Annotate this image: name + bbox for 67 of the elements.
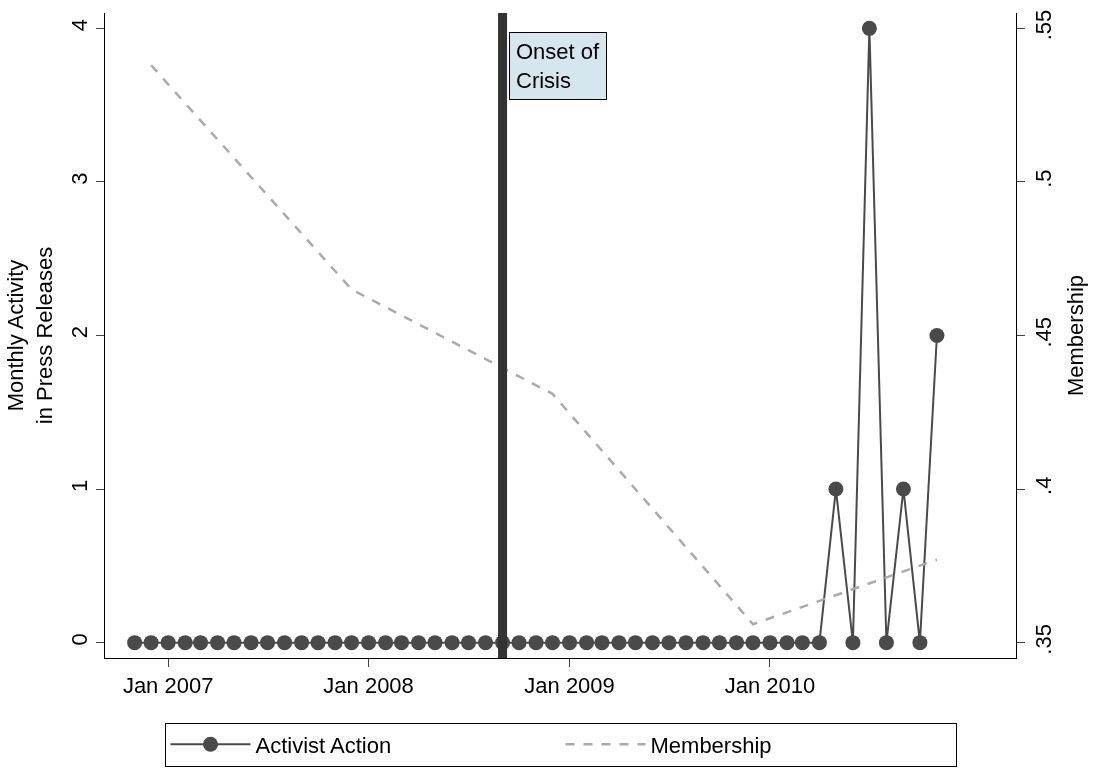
point: [478, 635, 494, 651]
y-axis-title: Monthly Activity in Press Releases: [3, 246, 57, 425]
point: [895, 481, 911, 497]
point: [779, 635, 795, 651]
point: [828, 481, 844, 497]
point: [160, 635, 176, 651]
point: [711, 635, 727, 651]
legend-label: Membership: [650, 732, 772, 758]
x-tick-label: Jan 2007: [122, 673, 214, 699]
x-tick-label: Jan 2008: [323, 673, 414, 699]
point: [545, 635, 561, 651]
ref-line-label: Onset of Crisis: [516, 39, 601, 93]
point: [695, 635, 711, 651]
y2-axis-title: Membership: [1063, 274, 1089, 397]
point: [594, 635, 610, 651]
point: [811, 635, 827, 651]
point: [745, 635, 761, 651]
point: [678, 635, 694, 651]
point: [277, 635, 293, 651]
point: [878, 635, 894, 651]
point: [444, 635, 460, 651]
point: [260, 635, 276, 651]
point: [729, 635, 744, 651]
point: [243, 635, 259, 651]
y-tick-label: 1: [67, 479, 93, 492]
y-tick-label: 3: [67, 172, 93, 185]
y-tick-label: 0: [67, 633, 93, 646]
y2-tick-label: .55: [1031, 9, 1057, 41]
y2-tick-label: .45: [1031, 316, 1057, 348]
point: [310, 635, 326, 651]
point: [528, 635, 544, 651]
point: [344, 635, 360, 651]
point: [461, 635, 477, 651]
point: [845, 635, 861, 651]
x-tick-label: Jan 2009: [524, 673, 615, 699]
point: [226, 635, 242, 651]
point: [394, 635, 410, 651]
point: [611, 635, 627, 651]
point: [762, 635, 778, 651]
point: [929, 328, 945, 343]
y2-tick-label: .5: [1031, 169, 1057, 188]
point: [143, 635, 159, 651]
point: [411, 635, 427, 651]
point: [193, 635, 209, 651]
point: [644, 635, 660, 651]
point: [294, 635, 310, 651]
point: [912, 635, 928, 651]
x-tick-label: Jan 2010: [724, 673, 816, 699]
point: [627, 635, 643, 651]
y-tick-label: 4: [67, 18, 93, 32]
point: [177, 635, 193, 651]
point: [210, 635, 226, 651]
point: [327, 635, 343, 651]
point: [511, 635, 527, 651]
point: [794, 635, 810, 651]
point: [562, 635, 578, 651]
point: [661, 635, 677, 651]
point: [579, 635, 595, 651]
y-tick-label: 2: [67, 326, 93, 339]
legend-label: Activist Action: [255, 732, 392, 758]
point: [378, 635, 394, 651]
y2-tick-label: .4: [1031, 476, 1057, 495]
point: [427, 635, 443, 651]
point: [861, 20, 877, 36]
y2-tick-label: .35: [1031, 624, 1057, 655]
point: [361, 635, 377, 651]
point: [127, 635, 143, 651]
